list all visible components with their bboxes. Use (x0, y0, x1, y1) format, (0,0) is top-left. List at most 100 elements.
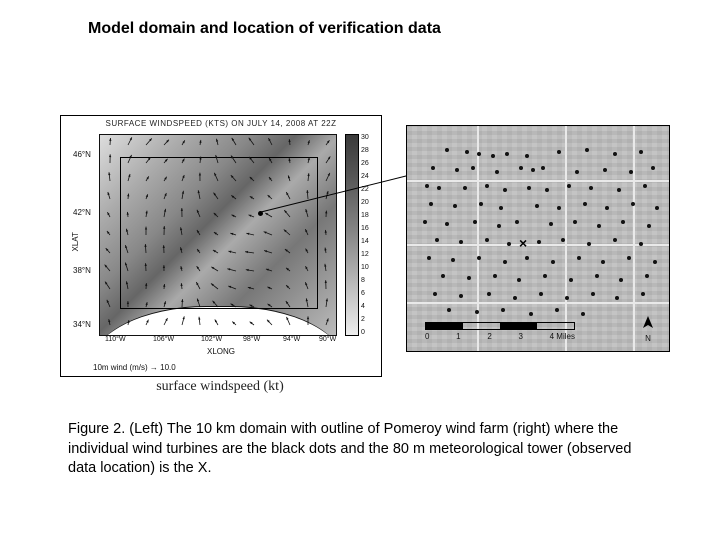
turbine-dot (459, 294, 463, 298)
turbine-dot (473, 220, 477, 224)
turbine-dot (601, 260, 605, 264)
turbine-dot (495, 170, 499, 174)
x-tick-label: 110°W (105, 336, 126, 343)
turbine-dot (451, 258, 455, 262)
left-panel-sub-caption: surface windspeed (kt) (60, 379, 380, 395)
scale-label: 3 (518, 332, 522, 341)
colorbar-tick: 24 (361, 173, 369, 180)
wind-vector-field (100, 135, 336, 335)
turbine-dot (565, 296, 569, 300)
turbine-dot (441, 274, 445, 278)
turbine-dot (577, 256, 581, 260)
scale-label: 2 (487, 332, 491, 341)
turbine-dot (427, 256, 431, 260)
turbine-dot (543, 274, 547, 278)
turbine-dot (477, 256, 481, 260)
x-tick-label: 94°W (283, 336, 300, 343)
y-tick-label: 34°N (73, 320, 91, 329)
turbine-dot (603, 168, 607, 172)
turbine-dot (605, 206, 609, 210)
turbine-dot (627, 256, 631, 260)
colorbar-tick: 10 (361, 264, 369, 271)
turbine-dot (463, 186, 467, 190)
colorbar-tick: 30 (361, 134, 369, 141)
turbine-dot (557, 150, 561, 154)
turbine-dot (455, 168, 459, 172)
turbine-dot (557, 206, 561, 210)
colorbar-tick: 0 (361, 329, 365, 336)
right-panel-windfarm-map: × 01234 Miles N (406, 125, 670, 352)
turbine-dot (433, 292, 437, 296)
turbine-dot (527, 186, 531, 190)
scale-label: 4 Miles (550, 332, 575, 341)
x-tick-label: 90°W (319, 336, 336, 343)
turbine-dot (651, 166, 655, 170)
turbine-dot (513, 296, 517, 300)
turbine-dot (517, 278, 521, 282)
y-axis-label: XLAT (71, 232, 80, 251)
turbine-dot (525, 256, 529, 260)
turbine-dot (541, 166, 545, 170)
turbine-dot (447, 308, 451, 312)
x-tick-label: 102°W (201, 336, 222, 343)
turbine-dot (487, 292, 491, 296)
turbine-dot (477, 152, 481, 156)
turbine-dot (573, 220, 577, 224)
turbine-dot (581, 312, 585, 316)
page-title: Model domain and location of verificatio… (88, 20, 441, 38)
turbine-dot (537, 240, 541, 244)
colorbar-tick: 26 (361, 160, 369, 167)
turbine-dot (643, 184, 647, 188)
turbine-dot (631, 202, 635, 206)
turbine-dot (639, 242, 643, 246)
x-tick-label: 106°W (153, 336, 174, 343)
turbine-dot (587, 242, 591, 246)
turbine-dot (429, 202, 433, 206)
turbine-dot (583, 202, 587, 206)
turbine-dot (613, 152, 617, 156)
turbine-dot (519, 166, 523, 170)
turbine-dot (503, 260, 507, 264)
scale-label: 0 (425, 332, 429, 341)
turbine-dot (551, 260, 555, 264)
turbine-dot (647, 224, 651, 228)
turbine-dot (539, 292, 543, 296)
turbine-dot (525, 154, 529, 158)
turbine-dot (437, 186, 441, 190)
turbine-dot (425, 184, 429, 188)
turbine-dot (531, 168, 535, 172)
colorbar-tick: 12 (361, 251, 369, 258)
turbine-dot (655, 206, 659, 210)
colorbar-tick: 2 (361, 316, 365, 323)
turbine-dot (485, 184, 489, 188)
turbine-dot (619, 278, 623, 282)
turbine-dot (561, 238, 565, 242)
turbine-dot (621, 220, 625, 224)
scale-bar: 01234 Miles (425, 322, 575, 341)
turbine-dot (595, 274, 599, 278)
y-tick-label: 46°N (73, 150, 91, 159)
y-tick-label: 38°N (73, 266, 91, 275)
turbine-dot (507, 242, 511, 246)
turbine-dot (515, 220, 519, 224)
colorbar-tick: 14 (361, 238, 369, 245)
turbine-dot (493, 274, 497, 278)
colorbar-tick: 6 (361, 290, 365, 297)
colorbar-tick: 8 (361, 277, 365, 284)
windspeed-plot-area (99, 134, 337, 336)
turbine-dot (641, 292, 645, 296)
turbine-dot (545, 188, 549, 192)
figure-caption: Figure 2. (Left) The 10 km domain with o… (68, 420, 648, 479)
turbine-dot (597, 224, 601, 228)
turbine-dot (575, 170, 579, 174)
colorbar-tick: 18 (361, 212, 369, 219)
turbine-dot (445, 148, 449, 152)
turbine-dot (615, 296, 619, 300)
colorbar-tick: 16 (361, 225, 369, 232)
turbine-dot (529, 312, 533, 316)
colorbar (345, 134, 359, 336)
figure-container: SURFACE WINDSPEED (KTS) ON JULY 14, 2008… (60, 115, 670, 380)
turbine-dot (567, 184, 571, 188)
turbine-dot (467, 276, 471, 280)
turbine-dot (499, 206, 503, 210)
